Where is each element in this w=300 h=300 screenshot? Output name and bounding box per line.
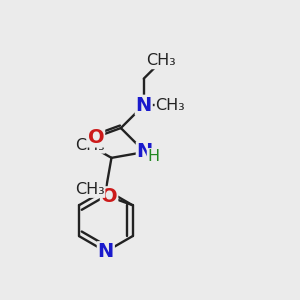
- Text: CH₃: CH₃: [155, 98, 185, 112]
- Text: CH₃: CH₃: [75, 182, 105, 197]
- Text: N: N: [136, 96, 152, 115]
- Text: N: N: [98, 242, 114, 261]
- Text: O: O: [88, 128, 104, 147]
- Text: H: H: [148, 149, 160, 164]
- Text: N: N: [137, 142, 153, 161]
- Text: CH₃: CH₃: [147, 53, 176, 68]
- Text: O: O: [101, 187, 117, 206]
- Text: CH₃: CH₃: [75, 138, 105, 153]
